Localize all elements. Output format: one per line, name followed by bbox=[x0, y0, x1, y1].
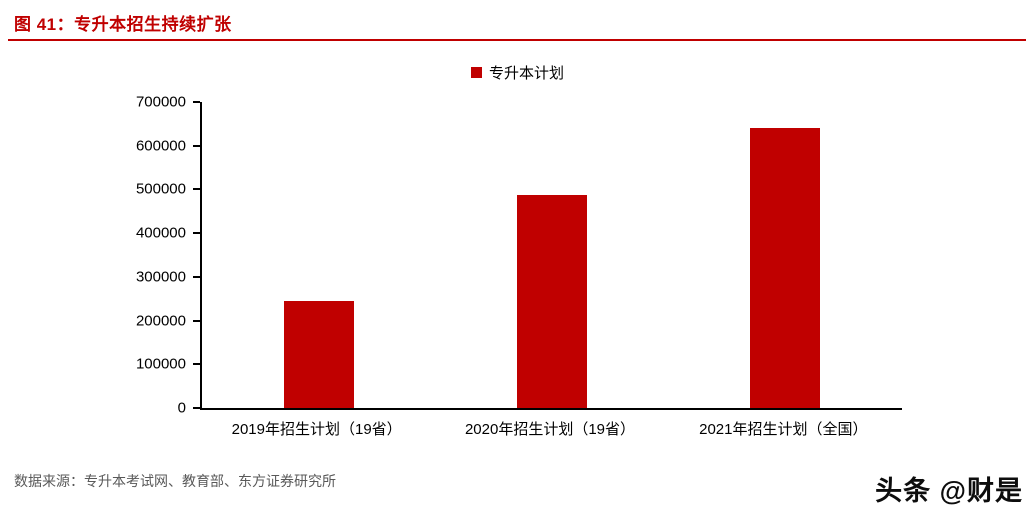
x-category-label: 2021年招生计划（全国） bbox=[699, 421, 868, 438]
x-axis-labels: 2019年招生计划（19省） 2020年招生计划（19省） 2021年招生计划（全国… bbox=[200, 418, 900, 439]
title-underline bbox=[8, 39, 1026, 41]
y-tick-label: 100000 bbox=[135, 355, 186, 373]
bar-slot bbox=[202, 102, 435, 408]
watermark: 头条 @财是 bbox=[875, 476, 1023, 506]
y-tick-mark bbox=[193, 144, 200, 147]
x-category-label: 2019年招生计划（19省） bbox=[231, 421, 402, 438]
bar-2 bbox=[516, 195, 587, 408]
y-tick-mark bbox=[193, 319, 200, 322]
y-tick-mark bbox=[193, 101, 200, 103]
y-tick-mark bbox=[193, 363, 200, 366]
bar-slot bbox=[669, 102, 902, 408]
x-category-label: 2020年招生计划（19省） bbox=[464, 421, 636, 438]
data-source: 数据来源：专升本考试网、教育部、东方证券研究所 bbox=[14, 473, 336, 489]
bar-slot bbox=[435, 102, 668, 408]
y-tick-label: 0 bbox=[177, 399, 186, 417]
y-tick-label: 400000 bbox=[135, 224, 186, 242]
y-axis-labels: 0 100000 200000 300000 400000 500000 600000 700… bbox=[0, 95, 186, 416]
y-tick-label: 500000 bbox=[135, 180, 186, 198]
y-tick-label: 700000 bbox=[135, 93, 186, 111]
y-tick-label: 300000 bbox=[135, 268, 186, 286]
y-tick-mark bbox=[193, 188, 200, 191]
y-tick-mark bbox=[193, 275, 200, 278]
legend-label: 专升本计划 bbox=[488, 65, 564, 82]
y-tick-label: 600000 bbox=[135, 137, 186, 155]
y-tick-label: 200000 bbox=[135, 312, 186, 330]
plot-area bbox=[193, 101, 902, 410]
bars-container bbox=[202, 102, 902, 408]
bar-3 bbox=[750, 127, 821, 408]
bar-1 bbox=[283, 300, 354, 408]
y-tick-mark bbox=[193, 407, 200, 409]
figure-title: 图 41：专升本招生持续扩张 bbox=[14, 15, 232, 34]
chart-legend: 专升本计划 bbox=[0, 62, 1035, 83]
legend-swatch bbox=[470, 67, 482, 78]
y-tick-mark bbox=[193, 232, 200, 235]
